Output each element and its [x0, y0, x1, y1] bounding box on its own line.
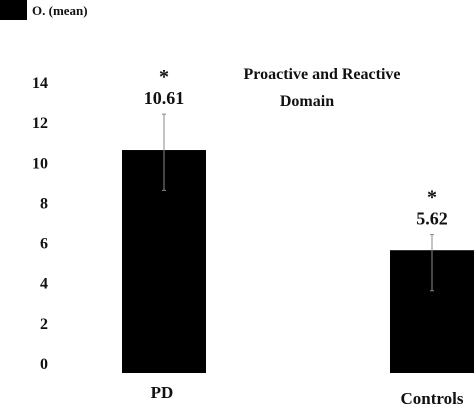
chart-title-line2: Domain — [280, 93, 334, 110]
legend-swatch — [0, 0, 27, 20]
y-tick-label: 6 — [40, 236, 48, 253]
y-tick-label: 12 — [32, 115, 48, 132]
legend-label: O. (mean) — [32, 3, 88, 18]
y-axis: 0 2 4 6 8 10 12 14 — [32, 75, 48, 373]
y-tick-label: 10 — [32, 155, 48, 172]
x-category-label-controls: Controls — [401, 389, 464, 408]
data-label-controls: 5.62 — [416, 209, 448, 229]
y-tick-label: 8 — [40, 195, 48, 212]
x-category-label-pd: PD — [151, 383, 174, 402]
chart-title-line1: Proactive and Reactive — [244, 66, 401, 83]
significance-marker-controls: * — [427, 187, 437, 209]
y-tick-label: 14 — [32, 75, 48, 92]
y-tick-label: 4 — [40, 276, 48, 293]
y-tick-label: 2 — [40, 316, 48, 333]
data-label-pd: 10.61 — [144, 88, 185, 108]
significance-marker-pd: * — [159, 66, 169, 88]
bars-group: 10.61*PD5.62*Controls — [122, 66, 474, 408]
y-tick-label: 0 — [40, 356, 48, 373]
